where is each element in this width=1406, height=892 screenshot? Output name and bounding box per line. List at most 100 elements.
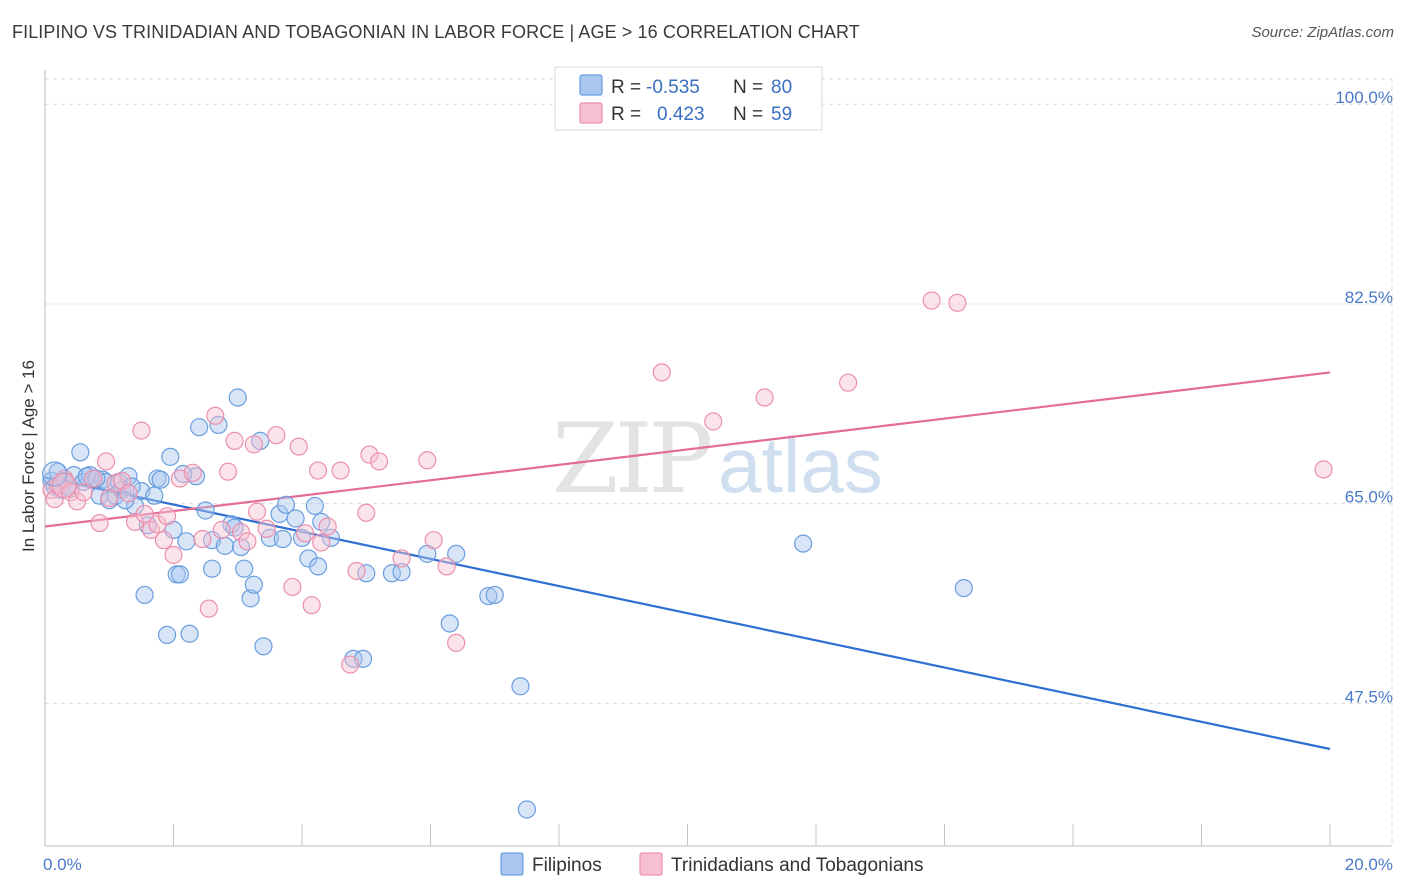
legend-top-swatch-filipinos — [579, 74, 603, 96]
trinidadian-point-31 — [238, 532, 257, 551]
trinidadian-point-37 — [289, 437, 308, 456]
trinidadian-point-24 — [193, 529, 212, 549]
trinidadian-point-46 — [357, 503, 376, 522]
filipino-point-58 — [308, 557, 328, 576]
filipino-point-36 — [196, 501, 215, 520]
y-tick-label-2: 65.0% — [1345, 488, 1393, 507]
trinidadian-point-40 — [308, 461, 328, 480]
filipino-point-54 — [286, 509, 305, 528]
filipino-point-27 — [157, 625, 177, 644]
filipino-point-28 — [161, 447, 180, 466]
trinidadian-point-33 — [247, 502, 267, 521]
trinidadian-point-28 — [219, 462, 238, 481]
filipino-point-74 — [954, 578, 973, 598]
trinidadian-point-16 — [135, 504, 154, 524]
filipino-point-45 — [235, 559, 254, 578]
legend-top-n-value-2: 59 — [771, 104, 792, 125]
trinidadian-point-27 — [212, 520, 231, 539]
trinidadian-point-19 — [154, 531, 173, 550]
filipino-point-67 — [440, 614, 459, 633]
filipino-point-7 — [64, 466, 84, 485]
filipino-point-40 — [215, 536, 234, 555]
filipino-point-33 — [180, 624, 199, 643]
y-tick-label-1: 82.5% — [1345, 288, 1393, 307]
y-tick-label-0: 100.0% — [1335, 88, 1393, 107]
trinidadian-point-21 — [164, 545, 183, 565]
filipino-point-61 — [344, 649, 363, 668]
filipino-point-57 — [305, 496, 324, 516]
filipino-point-68 — [447, 544, 466, 563]
filipino-point-49 — [254, 637, 273, 656]
trinidadian-point-55 — [704, 412, 723, 431]
trinidadian-point-44 — [341, 655, 360, 674]
legend-top: R = -0.535 N = 80 R = 0.423 N = 59 — [554, 66, 823, 131]
cluster-point-1 — [51, 472, 77, 498]
filipino-point-65 — [392, 563, 411, 582]
chart-title: FILIPINO VS TRINIDADIAN AND TOBAGONIAN I… — [12, 22, 860, 42]
legend-top-r-label-2: R = — [611, 104, 641, 125]
filipino-point-60 — [321, 528, 341, 547]
tick-labels: 100.0% 82.5% 65.0% 47.5% 0.0% 20.0% — [43, 88, 1393, 874]
trinidadian-point-57 — [839, 373, 858, 392]
trinidadian-point-1 — [45, 489, 64, 509]
trinidadian-point-x1 — [1314, 460, 1333, 479]
trinidadian-point-48 — [370, 452, 389, 471]
trinidadian-point-49 — [392, 549, 411, 568]
filipino-point-22 — [135, 585, 154, 605]
trinidadian-point-6 — [74, 483, 93, 502]
trinidadian-point-39 — [302, 596, 321, 615]
trinidadian-point-13 — [119, 484, 138, 503]
filipino-point-64 — [382, 564, 402, 583]
trinidadian-point-43 — [331, 461, 350, 480]
trinidadian-point-56 — [755, 388, 774, 407]
legend-top-r-value-2: 0.423 — [657, 104, 705, 125]
x-tick-label-1: 20.0% — [1345, 855, 1393, 874]
filipino-point-71 — [511, 677, 530, 696]
trinidadian-point-42 — [318, 517, 337, 536]
legend-bottom-swatch-filipinos — [500, 852, 524, 876]
filipino-point-24 — [145, 486, 164, 505]
legend-top-n-value-1: 80 — [771, 77, 792, 98]
trinidadian-point-36 — [283, 577, 302, 597]
trinidadian-point-38 — [296, 524, 315, 543]
trinidadian-point-26 — [206, 406, 225, 425]
filipino-point-69 — [479, 586, 498, 606]
trinidadian-point-58 — [922, 291, 941, 310]
legend-top-swatch-trinidadians — [579, 102, 603, 124]
filipino-point-26 — [151, 470, 170, 489]
trinidadian-point-7 — [84, 469, 103, 488]
filipino-point-72 — [517, 800, 536, 819]
watermark-atlas: atlas — [718, 421, 883, 509]
trinidadian-point-8 — [90, 513, 109, 533]
trinidadian-point-53 — [447, 633, 466, 652]
trinidadian-point-32 — [244, 435, 263, 454]
legend-top-n-label-1: N = — [733, 77, 763, 98]
trinidadian-point-34 — [257, 519, 276, 538]
filipino-point-35 — [190, 418, 209, 437]
y-axis-label: In Labor Force | Age > 16 — [19, 360, 38, 552]
trinidadian-point-25 — [199, 599, 218, 618]
filipino-point-31 — [170, 565, 190, 584]
legend-bottom-label-filipinos: Filipinos — [532, 855, 602, 876]
scatter-points — [42, 291, 1333, 819]
trend-lines — [44, 371, 1331, 751]
trinidadian-point-4 — [61, 483, 80, 502]
legend-bottom-swatch-trinidadians — [639, 852, 663, 876]
filipino-point-53 — [276, 495, 296, 514]
trinidadian-point-5 — [68, 492, 87, 511]
trinidadian-point-51 — [424, 531, 443, 550]
trinidadian-point-35 — [267, 426, 286, 445]
trinidadian-point-x0 — [948, 293, 967, 312]
trinidadian-point-41 — [312, 533, 331, 552]
y-tick-label-3: 47.5% — [1345, 687, 1393, 706]
trinidadian-point-47 — [360, 445, 379, 464]
filipino-point-32 — [177, 532, 196, 551]
trend-line-0 — [44, 476, 1331, 751]
filipino-point-38 — [202, 559, 222, 578]
trinidadian-point-23 — [183, 463, 202, 482]
legend-bottom-label-trinidadians: Trinidadians and Tobagonians — [671, 855, 923, 876]
trinidadian-point-9 — [96, 452, 116, 471]
x-tick-label-0: 0.0% — [43, 855, 82, 874]
axes — [44, 70, 1392, 847]
